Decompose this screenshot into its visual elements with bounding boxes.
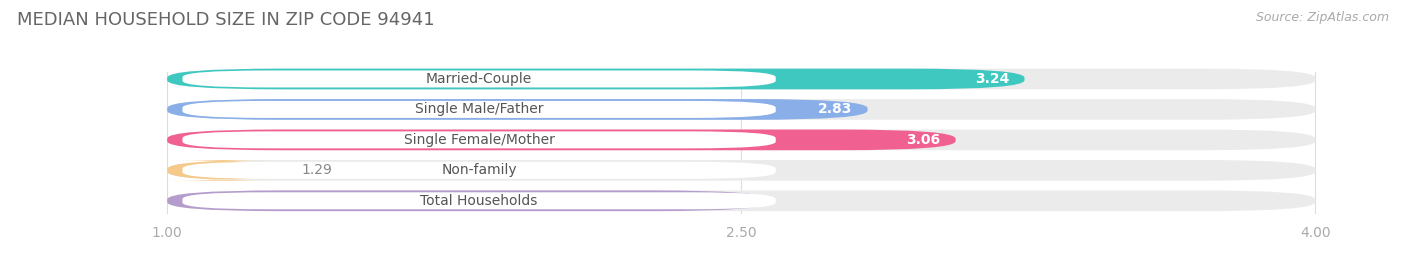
FancyBboxPatch shape [167,69,1025,89]
Text: 2.83: 2.83 [818,102,852,116]
FancyBboxPatch shape [167,99,868,120]
Text: 2.57: 2.57 [718,194,752,208]
FancyBboxPatch shape [167,69,1316,89]
Text: MEDIAN HOUSEHOLD SIZE IN ZIP CODE 94941: MEDIAN HOUSEHOLD SIZE IN ZIP CODE 94941 [17,11,434,29]
FancyBboxPatch shape [183,162,776,179]
Text: 3.24: 3.24 [974,72,1010,86]
FancyBboxPatch shape [183,70,776,87]
Text: 1.29: 1.29 [301,163,332,177]
FancyBboxPatch shape [163,160,283,181]
FancyBboxPatch shape [167,190,1316,211]
FancyBboxPatch shape [167,190,768,211]
FancyBboxPatch shape [183,192,776,209]
FancyBboxPatch shape [167,99,1316,120]
FancyBboxPatch shape [167,160,1316,181]
Text: Total Households: Total Households [420,194,537,208]
Text: 3.06: 3.06 [907,133,941,147]
Text: Married-Couple: Married-Couple [426,72,533,86]
Text: Non-family: Non-family [441,163,517,177]
FancyBboxPatch shape [167,130,1316,150]
FancyBboxPatch shape [183,131,776,148]
FancyBboxPatch shape [167,130,956,150]
FancyBboxPatch shape [183,101,776,118]
Text: Single Female/Mother: Single Female/Mother [404,133,554,147]
Text: Single Male/Father: Single Male/Father [415,102,543,116]
Text: Source: ZipAtlas.com: Source: ZipAtlas.com [1256,11,1389,24]
